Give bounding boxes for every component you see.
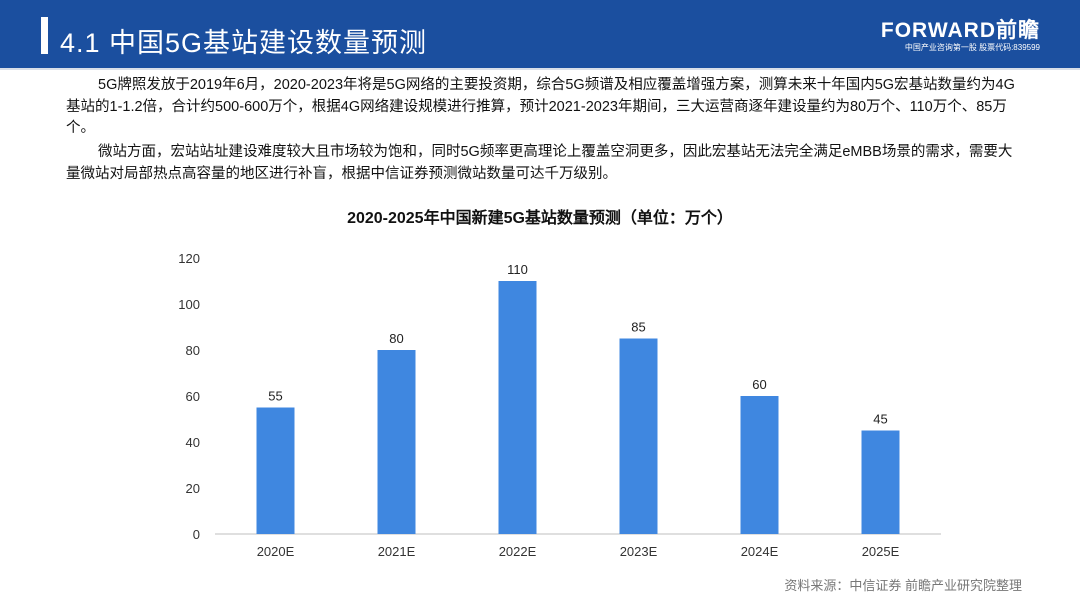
bar-2024E [740,396,779,534]
data-label: 45 [873,412,887,427]
paragraph-1: 5G牌照发放于2019年6月，2020-2023年将是5G网络的主要投资期，综合… [66,77,1015,136]
title-accent-bar [41,17,48,54]
x-tick-label: 2022E [499,544,537,559]
forward-logo: FORWARD前瞻 中国产业咨询第一股 股票代码:839599 [881,20,1040,54]
x-tick-label: 2020E [257,544,295,559]
x-tick-label: 2025E [862,544,900,559]
bar-2025E [861,430,900,534]
bar-2021E [377,350,416,534]
y-tick-label: 60 [186,389,200,404]
header-bar: 4.1 中国5G基站建设数量预测 FORWARD前瞻 中国产业咨询第一股 股票代… [0,0,1080,70]
data-label: 80 [389,331,403,346]
x-tick-label: 2023E [620,544,658,559]
bar-2022E [498,281,537,534]
y-tick-label: 120 [178,251,200,266]
y-tick-label: 20 [186,481,200,496]
data-label: 85 [631,320,645,335]
bar-2020E [256,407,295,534]
paragraph-2: 微站方面，宏站站址建设难度较大且市场较为饱和，同时5G频率更高理论上覆盖空洞更多… [66,144,1013,182]
data-label: 60 [752,377,766,392]
x-tick-label: 2021E [378,544,416,559]
logo-tagline: 中国产业咨询第一股 股票代码:839599 [904,43,1040,52]
chart-title: 2020-2025年中国新建5G基站数量预测（单位：万个） [347,210,733,227]
x-tick-label: 2024E [741,544,779,559]
y-tick-label: 40 [186,435,200,450]
page-title: 4.1 中国5G基站建设数量预测 [60,28,428,58]
y-tick-label: 100 [178,297,200,312]
data-label: 55 [268,389,282,404]
bar-2023E [619,338,658,534]
data-label: 110 [507,262,528,277]
logo-text: FORWARD前瞻 [880,19,1040,42]
y-tick-label: 0 [193,527,200,542]
source-note: 资料来源：中信证券 前瞻产业研究院整理 [784,578,1022,593]
y-tick-label: 80 [186,343,200,358]
